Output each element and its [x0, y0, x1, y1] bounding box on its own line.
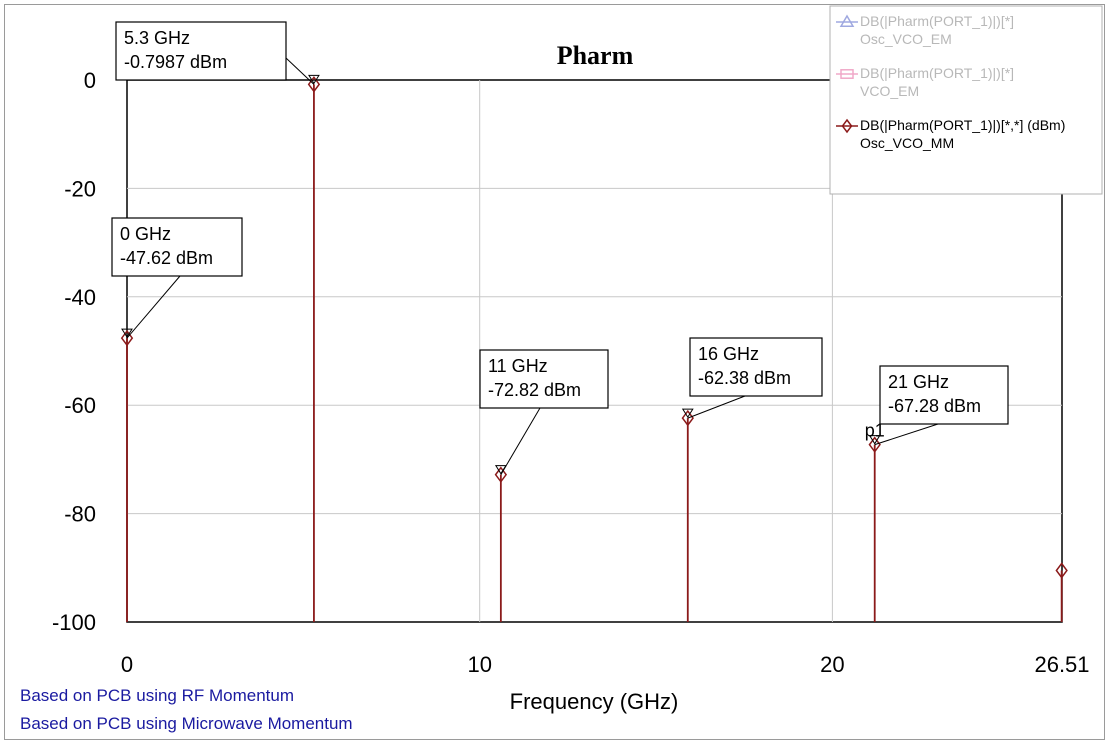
data-point-diamond	[1055, 562, 1068, 579]
marker-triangle	[681, 408, 694, 419]
legend-series-name: DB(|Pharm(PORT_1)|)[*]	[860, 13, 1014, 29]
marker-leader-line	[126, 275, 181, 339]
data-point-diamond	[120, 329, 134, 347]
marker-triangle	[494, 465, 507, 475]
legend-box	[829, 5, 1103, 195]
marker-box	[111, 217, 243, 277]
marker-leader-line	[687, 395, 746, 419]
data-point-diamond	[307, 76, 321, 93]
x-tick-label: 20	[820, 652, 844, 677]
chart-title: Pharm	[557, 41, 634, 70]
legend-series-sub: Osc_VCO_EM	[860, 31, 952, 47]
marker-label: 0 GHz	[120, 224, 171, 244]
marker-label: 5.3 GHz	[124, 28, 190, 48]
y-tick-label: -40	[64, 285, 96, 310]
legend-series-sub: Osc_VCO_MM	[860, 135, 954, 151]
legend-series-sub: VCO_EM	[860, 83, 919, 99]
marker-triangle	[121, 328, 133, 339]
y-tick-label: -60	[64, 393, 96, 418]
marker-box	[689, 337, 823, 397]
marker-leader-line	[874, 423, 939, 446]
marker-tag: p1	[865, 421, 885, 441]
marker-label: 11 GHz	[488, 356, 548, 376]
marker-box	[479, 349, 609, 409]
x-tick-label: 0	[121, 652, 133, 677]
x-tick-label: 26.51	[1034, 652, 1089, 677]
marker-label: -47.62 dBm	[120, 248, 213, 268]
marker-label: -0.7987 dBm	[124, 52, 227, 72]
y-tick-label: -100	[52, 610, 96, 635]
marker-label: -67.28 dBm	[888, 396, 981, 416]
marker-triangle	[308, 74, 320, 85]
marker-box	[879, 365, 1009, 425]
footnote: Based on PCB using Microwave Momentum	[20, 714, 353, 733]
data-point-diamond	[494, 466, 508, 483]
data-point-diamond	[868, 436, 881, 453]
marker-box	[115, 21, 287, 81]
marker-label: -62.38 dBm	[698, 368, 791, 388]
x-tick-label: 10	[467, 652, 491, 677]
marker-triangle	[868, 435, 881, 445]
legend-square-icon	[840, 69, 854, 79]
footnote: Based on PCB using RF Momentum	[20, 686, 294, 705]
data-point-diamond	[681, 409, 694, 427]
legend-triangle-icon	[839, 14, 855, 27]
marker-leader-line	[285, 57, 315, 85]
legend-series-name: DB(|Pharm(PORT_1)|)[*]	[860, 65, 1014, 81]
marker-label: 21 GHz	[888, 372, 949, 392]
y-tick-label: 0	[84, 68, 96, 93]
legend-diamond-icon	[841, 118, 853, 134]
y-tick-label: -20	[64, 176, 96, 201]
x-axis-label: Frequency (GHz)	[510, 689, 679, 714]
marker-label: 16 GHz	[698, 344, 759, 364]
y-tick-label: -80	[64, 502, 96, 527]
legend-series-name: DB(|Pharm(PORT_1)|)[*,*] (dBm)	[860, 117, 1065, 133]
marker-label: -72.82 dBm	[488, 380, 581, 400]
marker-leader-line	[500, 407, 541, 475]
